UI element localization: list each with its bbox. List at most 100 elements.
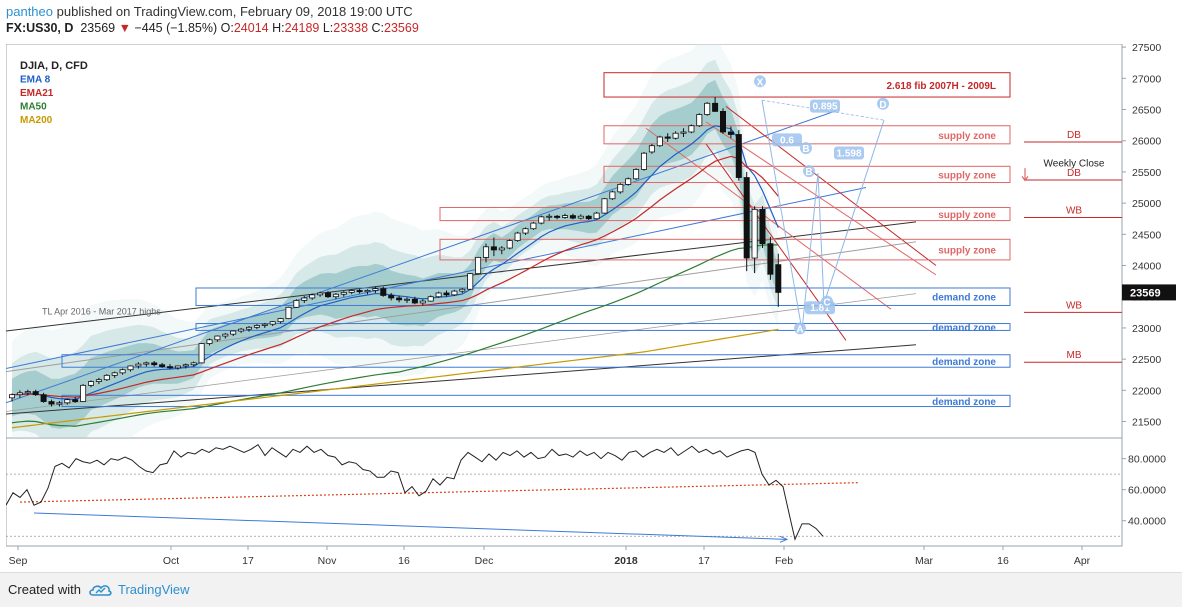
candle-body: [317, 292, 324, 296]
pattern-label: B: [805, 167, 812, 178]
candle-body: [222, 333, 229, 337]
trendline: [6, 241, 917, 373]
candle-body: [459, 288, 466, 292]
trendline: [705, 121, 937, 276]
zone-label: demand zone: [932, 397, 996, 408]
last-price-box: [1122, 284, 1176, 301]
last-price-label: 23569: [1130, 287, 1161, 299]
candle-body: [245, 326, 252, 330]
candle-body: [372, 288, 379, 291]
price-tick-label: 21500: [1132, 417, 1161, 429]
zone-label: supply zone: [938, 131, 996, 142]
published-text: published on TradingView.com, February 0…: [56, 4, 413, 19]
pattern-point-circle: [877, 97, 889, 110]
zone-label: supply zone: [938, 246, 996, 257]
candle-body: [166, 366, 173, 369]
pattern-label: 1.598: [836, 148, 861, 159]
rsi-tick-label: 60.0000: [1128, 485, 1166, 497]
candle-body: [80, 384, 87, 402]
price-tick-label: 22000: [1132, 385, 1161, 397]
candle-body: [40, 394, 47, 402]
rsi-tick-label: 40.0000: [1128, 516, 1166, 528]
candle-body: [451, 290, 458, 296]
candle-body: [522, 228, 529, 234]
candle-body: [435, 292, 442, 298]
candle-body: [396, 297, 403, 301]
candle-body: [293, 300, 300, 308]
price-tick-label: 22500: [1132, 354, 1161, 366]
price-tick-label: 24000: [1132, 261, 1161, 273]
zone-label: supply zone: [938, 210, 996, 221]
candle-body: [348, 290, 355, 293]
candle-body: [253, 325, 260, 328]
candles: [9, 97, 782, 407]
publisher-username[interactable]: pantheo: [6, 4, 53, 19]
candle-body: [514, 232, 521, 241]
annotations: TL Apr 2016 - Mar 2017 highs: [42, 306, 161, 316]
candle-body: [546, 215, 553, 218]
close-label: C:: [371, 21, 385, 35]
low-label: L:: [322, 21, 334, 35]
high-value: 24189: [284, 21, 320, 35]
candle-body: [285, 306, 292, 319]
candle-body: [24, 391, 31, 394]
price-tick-label: 25500: [1132, 167, 1161, 179]
quote-line: FX:US30, D 23569 ▼ −445 (−1.85%) O:24014…: [6, 21, 419, 35]
price-axis[interactable]: 2150022000225002300023500240002450025000…: [1122, 42, 1176, 429]
time-tick-label: Nov: [318, 555, 337, 567]
candle-body: [443, 292, 450, 296]
candle-body: [609, 191, 616, 200]
moving-averages: [11, 125, 779, 429]
zone-box: [439, 206, 1011, 222]
zone-box: [61, 354, 1011, 368]
candle-body: [127, 365, 134, 371]
candle-body: [238, 328, 245, 332]
candle-body: [498, 247, 505, 251]
candle-body: [577, 215, 584, 219]
time-tick-label: Dec: [475, 555, 494, 567]
candle-body: [720, 110, 727, 133]
pattern-point-circle: [794, 322, 806, 335]
zone-label: demand zone: [932, 323, 996, 334]
price-tick-label: 27500: [1132, 44, 1161, 54]
rsi-line: [5, 443, 824, 541]
high-label: H:: [272, 21, 285, 35]
pattern-diagonal: [761, 99, 885, 304]
band-area: [12, 80, 779, 429]
candle-body: [388, 295, 395, 299]
price-tick-label: 27000: [1132, 73, 1161, 85]
candle-body: [151, 362, 158, 366]
plot-frame: [5, 43, 1123, 547]
candle-body: [324, 292, 331, 298]
pattern-label: C: [823, 298, 830, 309]
level-label: DB: [1067, 168, 1081, 179]
ma-line: [11, 244, 779, 427]
zone-box: [61, 394, 1011, 408]
candle-body: [411, 298, 418, 304]
candle-body: [301, 297, 308, 301]
candle-body: [277, 318, 284, 323]
pattern-point-circle: [800, 142, 812, 155]
chart-area[interactable]: 2.618 fib 2007H - 2009L supply zone supply…: [5, 42, 1176, 570]
last-price: 23569: [80, 21, 116, 35]
candle-body: [759, 208, 766, 245]
candle-body: [419, 300, 426, 304]
rsi-blue-trendline: [33, 512, 787, 540]
candle-body: [727, 131, 734, 135]
time-tick-label: Oct: [163, 555, 179, 567]
candle-body: [143, 362, 150, 365]
candle-body: [214, 335, 221, 341]
candle-body: [269, 321, 276, 325]
chart-svg[interactable]: 2.618 fib 2007H - 2009L supply zone supply…: [5, 42, 1176, 570]
pattern-ratio-box: [810, 99, 840, 113]
pattern-ratio-box: [772, 133, 802, 147]
tradingview-brand[interactable]: TradingView: [118, 582, 190, 597]
candle-body: [490, 246, 497, 251]
candle-body: [340, 291, 347, 295]
candle-body: [562, 215, 569, 218]
candle-body: [664, 136, 671, 139]
time-axis[interactable]: Sep Oct 17 Nov 16 Dec 2018 17 Feb Mar 16 Apr: [9, 546, 1091, 567]
candle-body: [32, 391, 39, 396]
pattern-label: 0.895: [812, 102, 837, 113]
candle-body: [159, 364, 166, 368]
